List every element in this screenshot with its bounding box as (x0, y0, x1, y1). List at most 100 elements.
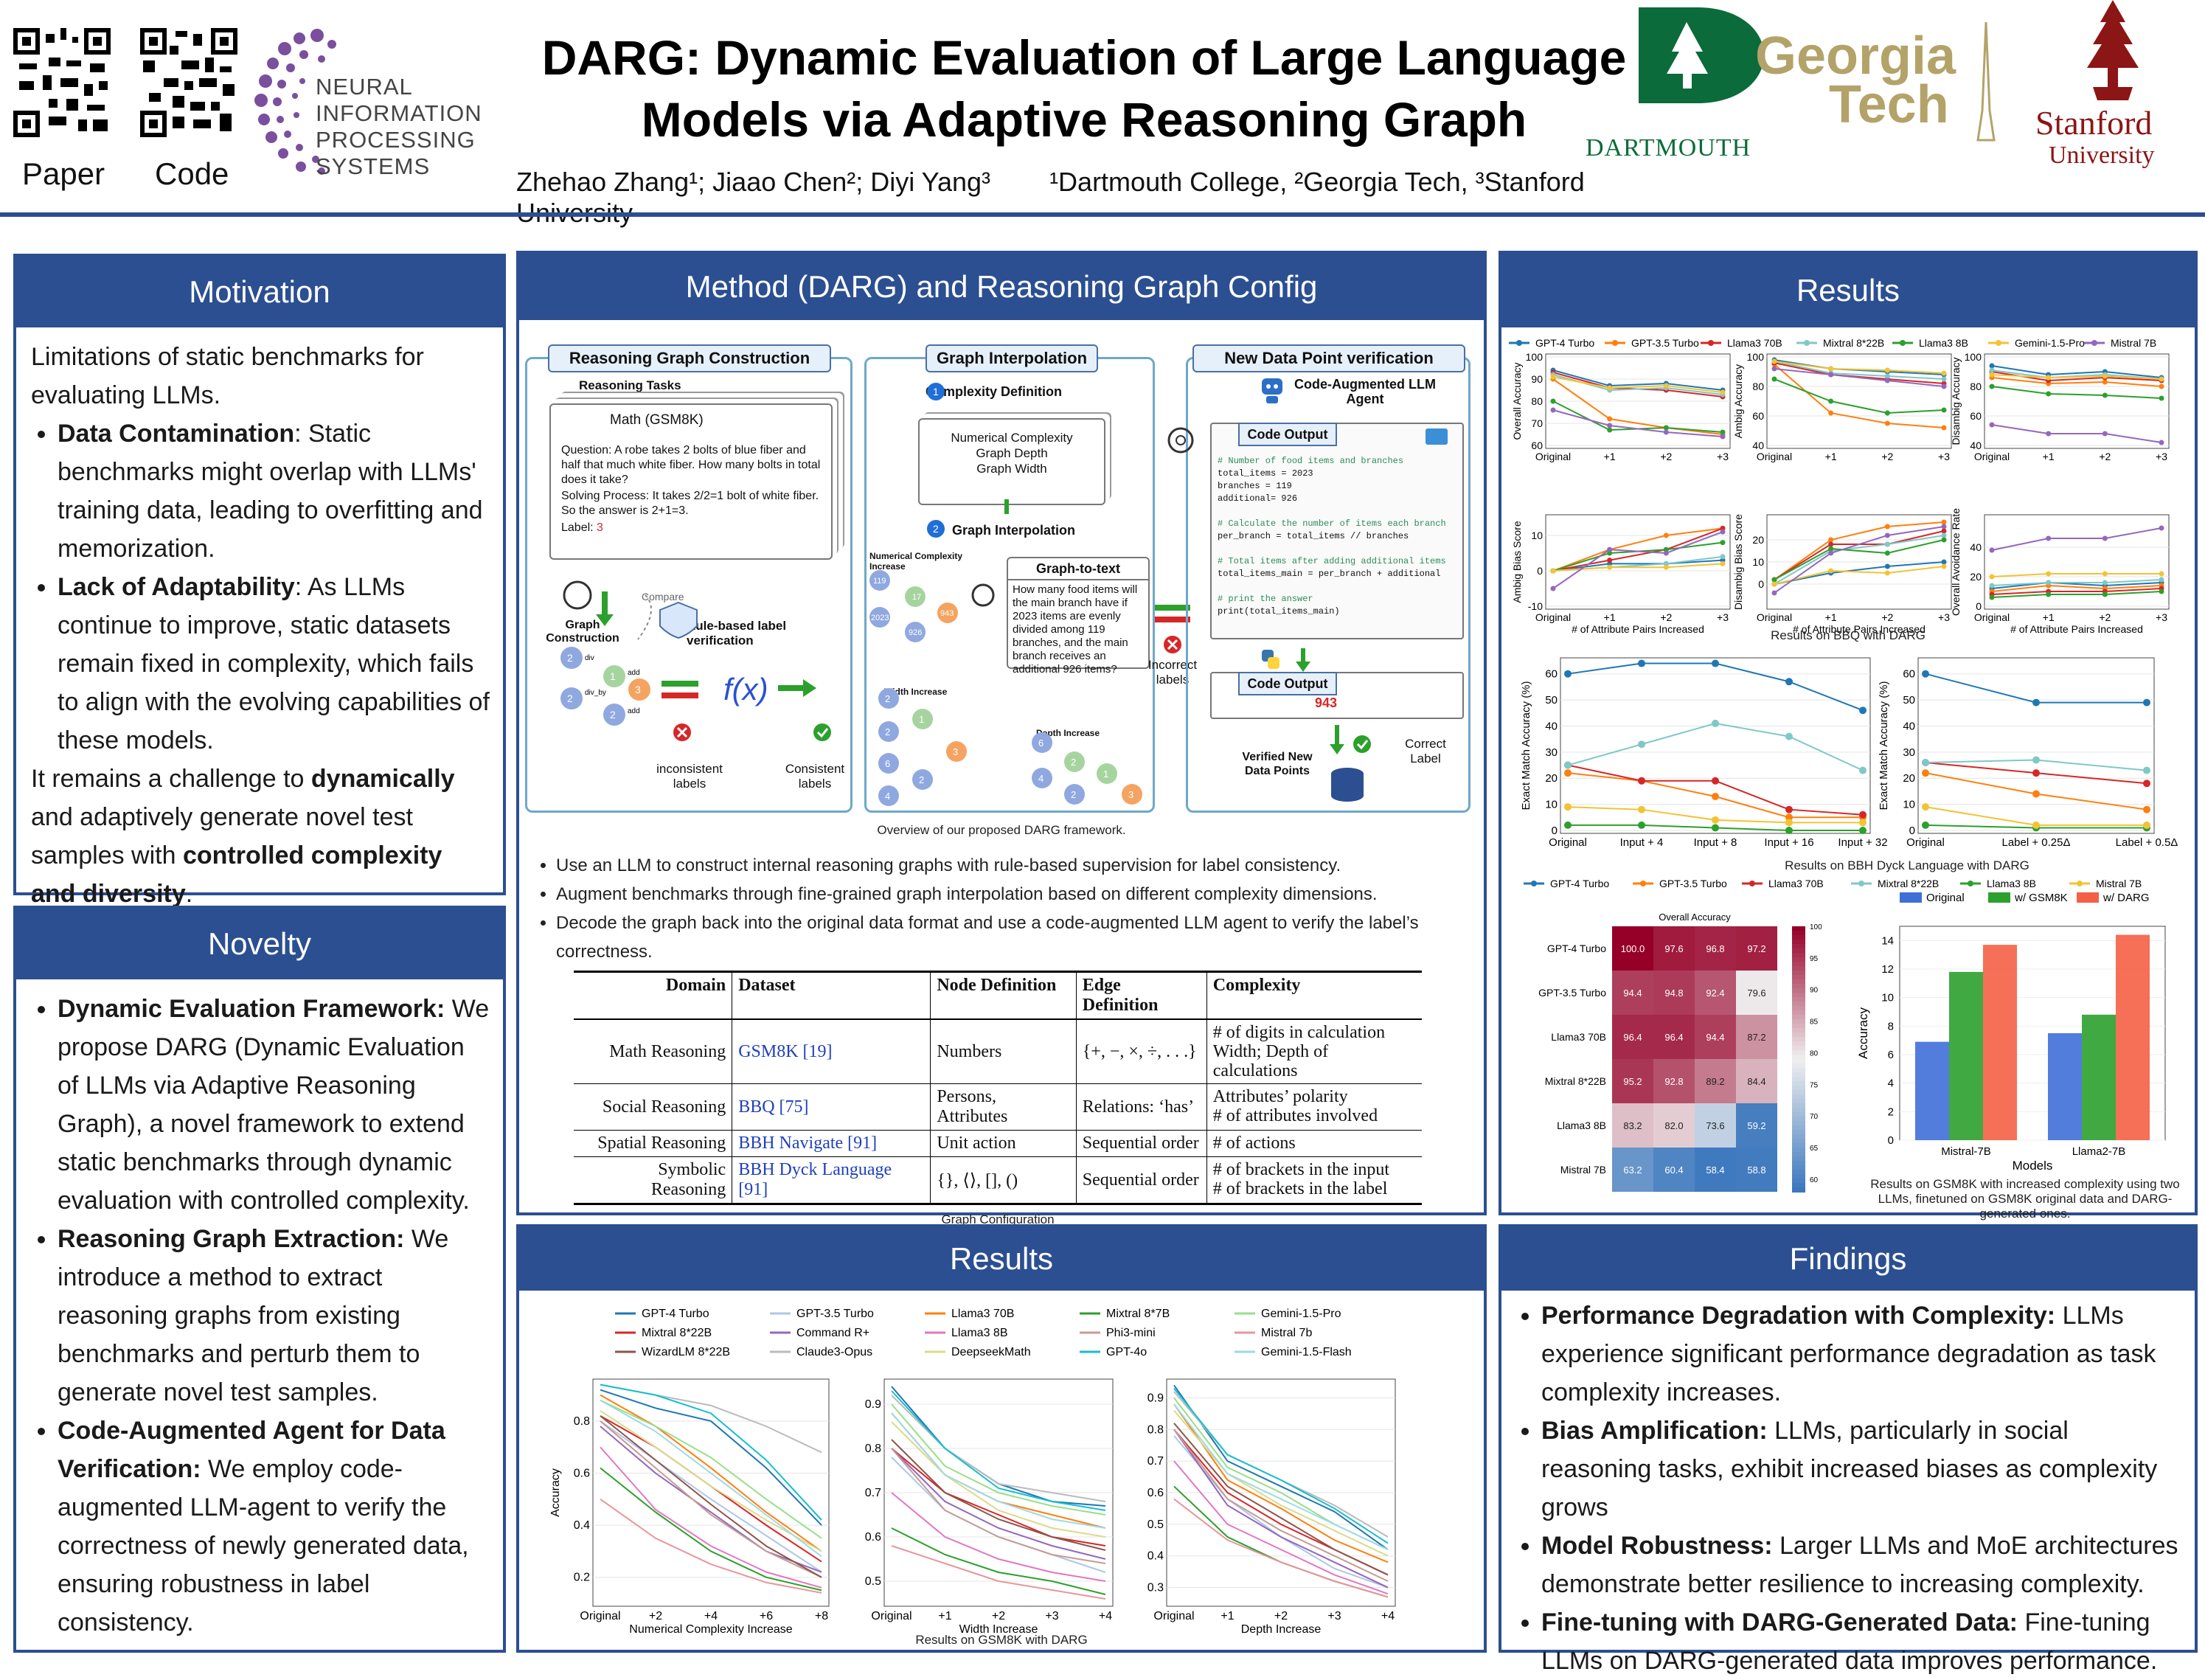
svg-text:add: add (628, 669, 640, 677)
colorbar-segment (1792, 1010, 1805, 1016)
colorbar-segment (1792, 935, 1805, 940)
data-point (1941, 383, 1947, 389)
x-tick-label: Original (1549, 836, 1587, 849)
depth-inc-label: Depth Increase (1036, 728, 1100, 738)
table-cell[interactable]: BBH Navigate [91] (732, 1130, 931, 1157)
svg-text:2: 2 (1071, 757, 1076, 768)
novelty-bullet-2: Reasoning Graph Extraction: We introduce… (58, 1220, 490, 1412)
data-point (1989, 422, 1995, 428)
data-point (2102, 373, 2108, 379)
legend-label: Claude3-Opus (796, 1346, 872, 1358)
table-cell[interactable]: BBQ [75] (732, 1083, 931, 1131)
svg-text:119: 119 (873, 577, 886, 586)
heatmap-value: 95.2 (1623, 1076, 1642, 1087)
heatmap-cell (1612, 1059, 1653, 1103)
data-point (2159, 577, 2164, 583)
robot-icon (1262, 378, 1282, 403)
data-point (2032, 698, 2040, 707)
heatmap-value: 97.6 (1664, 943, 1683, 954)
data-point (2102, 392, 2108, 398)
x-tick-label: +4 (704, 1610, 718, 1622)
data-point (1638, 805, 1645, 813)
table-cell: Spatial Reasoning (574, 1130, 733, 1157)
data-point (2159, 525, 2164, 531)
code-qr-code[interactable] (140, 28, 237, 137)
series-line (1991, 581, 2162, 589)
heatmap-row-label: GPT-4 Turbo (1547, 943, 1606, 954)
data-point (1785, 819, 1793, 827)
data-point (1859, 827, 1867, 834)
table-cell[interactable]: GSM8K [19] (732, 1019, 931, 1084)
legend-item: Mixtral 8*22B (1796, 337, 1884, 349)
motivation-body: Limitations of static benchmarks for eva… (16, 327, 503, 913)
legend-label: Command R+ (796, 1327, 869, 1339)
data-point (1607, 427, 1613, 433)
y-tick-label: 10 (1531, 530, 1543, 541)
heatmap-title: Overall Accuracy (1659, 912, 1731, 923)
heatmap-row-label: Mixtral 8*22B (1545, 1075, 1606, 1087)
heatmap-cell (1736, 1148, 1777, 1192)
series-line (891, 1412, 1106, 1529)
data-point (1771, 581, 1777, 587)
x-tick-label: +3 (1938, 611, 1950, 623)
series-line (1552, 559, 1723, 572)
findings-bullet-4: Fine-tuning with DARG-Generated Data: Fi… (1541, 1603, 2181, 1680)
legend-label: Mistral 7b (1261, 1327, 1312, 1339)
data-point (1828, 550, 1834, 556)
table-cell: Unit action (930, 1130, 1077, 1157)
colorbar-segment (1792, 1037, 1805, 1042)
data-point (1663, 425, 1669, 431)
legend-item: Llama3 8B (1960, 878, 2036, 889)
colorbar-segment (1792, 1063, 1805, 1069)
data-point (2159, 383, 2164, 389)
answer-card: Code Output 943 (1210, 672, 1464, 719)
colorbar-segment (1792, 1028, 1805, 1033)
legend-item: Phi3-mini (1080, 1327, 1156, 1339)
data-point (1564, 803, 1572, 811)
data-point (1720, 540, 1726, 546)
series-line (1991, 591, 2162, 598)
data-point (1828, 410, 1834, 416)
legend-label: Mixtral 8*22B (642, 1327, 712, 1339)
svg-text:2: 2 (885, 693, 890, 704)
method-heading: Method (DARG) and Reasoning Graph Config (519, 254, 1484, 320)
data-point (1607, 423, 1613, 428)
findings-bullet-1: Performance Degradation with Complexity:… (1541, 1297, 2181, 1412)
bar (2048, 1033, 2082, 1140)
data-point (2143, 780, 2150, 788)
table-row: Symbolic Reasoning BBH Dyck Language [91… (574, 1156, 1422, 1204)
x-tick-label: Original (1757, 451, 1792, 462)
results-bottom-panel: Results GPT-4 Turbo GPT-3.5 Turbo Llama3 7… (516, 1224, 1487, 1653)
y-tick-label: 60 (1545, 668, 1558, 681)
method-bullets: Use an LLM to construct internal reasoni… (534, 851, 1463, 966)
line-chart: 40 60 80 100 Original +1 +2 +3 Disambig Accuracy (1950, 351, 2170, 462)
novelty-body: Dynamic Evaluation Framework: We propose… (16, 979, 503, 1642)
series-line (1173, 1429, 1389, 1589)
y-tick-label: 60 (1752, 410, 1764, 422)
colorbar-segment (1792, 979, 1805, 985)
motivation-panel: Motivation Limitations of static benchma… (13, 254, 506, 908)
svg-text:1: 1 (933, 386, 939, 398)
legend-label: Llama3 70B (1768, 878, 1824, 889)
table-cell[interactable]: BBH Dyck Language [91] (732, 1156, 931, 1204)
data-point (1712, 824, 1719, 832)
colorbar-segment (1792, 1059, 1805, 1064)
heatmap-value: 84.4 (1747, 1076, 1765, 1087)
gatech-line1: Georgia (1755, 27, 1956, 86)
colorbar-segment (1792, 971, 1805, 976)
colorbar-segment (1792, 962, 1805, 967)
heatmap-cell (1653, 1148, 1695, 1192)
x-tick-label: +1 (1825, 451, 1837, 462)
y-tick-label: 40 (1970, 541, 1982, 553)
data-point (1989, 372, 1995, 378)
paper-qr-code[interactable] (13, 28, 111, 137)
data-point (2102, 580, 2108, 586)
y-tick-label: 80 (1970, 381, 1982, 392)
x-tick-label: +8 (815, 1610, 828, 1622)
correct-label: Correct Label (1405, 737, 1446, 766)
data-point (1884, 550, 1890, 556)
data-point (1712, 719, 1719, 727)
y-tick-label: 100 (1526, 351, 1544, 363)
georgia-tech-logo: Georgia Tech (1755, 22, 2013, 155)
heatmap-value: 100.0 (1621, 943, 1645, 954)
